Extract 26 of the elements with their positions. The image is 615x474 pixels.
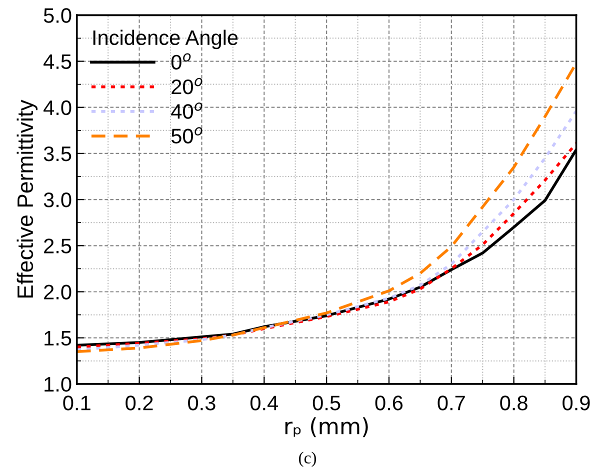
x-tick-label: 0.7 bbox=[438, 396, 465, 410]
y-tick-label: 2.5 bbox=[44, 238, 72, 254]
y-tick-label: 3.5 bbox=[44, 146, 72, 162]
x-tick-label: 0.4 bbox=[250, 396, 278, 410]
y-axis-title: Effective Permittivity bbox=[16, 100, 38, 298]
y-tick-label: 1.5 bbox=[44, 331, 72, 346]
x-tick-label: 0.9 bbox=[562, 396, 590, 410]
x-axis-title: rₚ (mm) bbox=[285, 417, 368, 438]
y-tick-label: 4.0 bbox=[44, 100, 72, 116]
x-tick-label: 0.1 bbox=[63, 396, 90, 410]
legend-title: Incidence Angle bbox=[93, 30, 238, 50]
y-tick-label: 1.0 bbox=[44, 376, 72, 392]
legend-label: 20$^{o}$ bbox=[172, 78, 202, 94]
y-tick-label: 3.0 bbox=[44, 192, 72, 208]
x-tick-label: 0.5 bbox=[312, 396, 340, 410]
y-tick-label: 2.0 bbox=[44, 284, 72, 300]
x-tick-label: 0.3 bbox=[188, 396, 216, 410]
x-tick-label: 0.8 bbox=[500, 396, 528, 410]
x-tick-label: 0.2 bbox=[126, 396, 153, 410]
legend-label: 50$^{o}$ bbox=[171, 127, 202, 144]
text: (c) bbox=[298, 452, 316, 467]
y-tick-label: 4.5 bbox=[44, 54, 72, 70]
x-tick-label: 0.6 bbox=[375, 396, 403, 410]
legend-label: 40$^{o}$ bbox=[171, 102, 202, 119]
legend-label: 0$^{o}$ bbox=[171, 53, 191, 70]
y-tick-label: 5.0 bbox=[44, 8, 72, 23]
